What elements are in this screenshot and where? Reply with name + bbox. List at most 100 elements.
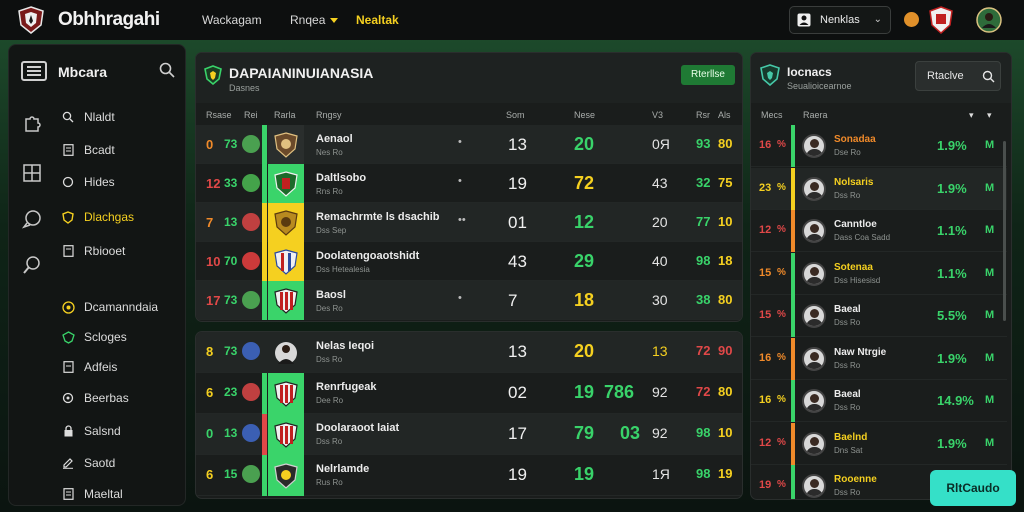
- indicator-dot: ••: [458, 214, 466, 226]
- team-crest-icon[interactable]: [268, 373, 304, 414]
- status-strip: [791, 422, 795, 465]
- search-button[interactable]: Rtaclve: [915, 61, 1001, 91]
- table-row[interactable]: 17 73 Baosl Des Ro • 7 18 30 38 80: [196, 281, 742, 320]
- profile-avatar-icon[interactable]: [976, 6, 1002, 34]
- column-header[interactable]: Rsr: [696, 110, 710, 120]
- team-subtitle: Des Ro: [316, 304, 343, 313]
- sidebar-item-12[interactable]: Maeltal: [61, 484, 123, 504]
- column-header[interactable]: Rsase: [206, 110, 232, 120]
- avatar[interactable]: [802, 219, 826, 243]
- panel-header: Iocnacs Seualioicearnoe Rtaclve: [751, 53, 1011, 103]
- team-crest-icon[interactable]: [268, 414, 304, 455]
- avatar[interactable]: [802, 176, 826, 201]
- sidebar-item-8[interactable]: Adfeis: [61, 357, 117, 377]
- column-header[interactable]: Raera: [803, 110, 828, 120]
- sidebar-item-7[interactable]: Scloges: [61, 327, 127, 347]
- nav-item-3[interactable]: Nealtak: [356, 13, 399, 27]
- team-crest-icon[interactable]: [268, 281, 304, 320]
- team-crest-icon[interactable]: [268, 455, 304, 496]
- team-crest-icon[interactable]: [268, 125, 304, 164]
- avatar[interactable]: [802, 389, 826, 413]
- nav-item-2[interactable]: Rnqea: [290, 13, 339, 27]
- list-item[interactable]: 16% Naw Ntrgie Dss Ro 1.9% M: [751, 337, 1007, 380]
- sidebar-item-10[interactable]: Salsnd: [61, 421, 121, 441]
- team-crest-icon[interactable]: [268, 164, 304, 203]
- list-item[interactable]: 19% Rooenne Dss Ro: [751, 465, 1007, 499]
- column-header[interactable]: Als: [718, 110, 731, 120]
- team-subtitle: Dss Sep: [316, 226, 347, 235]
- sidebar-item-11[interactable]: Saotd: [61, 453, 115, 473]
- puzzle-icon[interactable]: [22, 113, 42, 133]
- sidebar-item-2[interactable]: Bcadt: [61, 140, 115, 160]
- team-crest-icon[interactable]: [268, 203, 304, 242]
- team-crest-icon[interactable]: [268, 242, 304, 281]
- list-item[interactable]: 16% Sonadaa Dse Ro 1.9% M: [751, 125, 1007, 167]
- menu-icon[interactable]: [21, 61, 47, 81]
- sidebar-item-6[interactable]: Dcamanndaia: [61, 297, 158, 317]
- column-header[interactable]: Rarla: [274, 110, 296, 120]
- rank-percent: %: [777, 181, 786, 193]
- avatar[interactable]: [802, 346, 826, 371]
- table-row[interactable]: 6 23 Renrfugeak Dee Ro 02 19 786 92 72 80: [196, 373, 742, 414]
- table-row[interactable]: 0 13 Doolaraoot laiat Dss Ro 17 79 03 92 98 10: [196, 414, 742, 455]
- sidebar-item-1[interactable]: Nlaldt: [61, 107, 115, 127]
- column-header[interactable]: Nese: [574, 110, 596, 120]
- list-item[interactable]: 16% Baeal Dss Ro 14.9% M: [751, 380, 1007, 422]
- indicator-dot: •: [458, 136, 462, 148]
- app-title[interactable]: Obhhragahi: [58, 9, 160, 30]
- circle-icon: [61, 175, 75, 189]
- sort-icon[interactable]: ▾: [987, 110, 992, 120]
- column-header[interactable]: V3: [652, 110, 664, 120]
- table-row[interactable]: 8 73 Nelas Ieqoi Dss Ro 13 20 13 72 90: [196, 332, 742, 373]
- list-item[interactable]: 23% Nolsaris Dss Ro 1.9% M: [751, 167, 1007, 210]
- scrollbar[interactable]: [1003, 141, 1006, 321]
- sidebar-item-5[interactable]: Rbiooet: [61, 241, 125, 261]
- percent-value: 1.9%: [937, 138, 967, 153]
- chat-icon[interactable]: [22, 209, 42, 229]
- rank-number: 6: [206, 467, 214, 482]
- sidebar-item-3[interactable]: Hides: [61, 172, 115, 192]
- filter-button[interactable]: Rterllse: [681, 65, 735, 85]
- stat-value: 02: [508, 383, 527, 402]
- sidebar-item-4[interactable]: Dlachgas: [61, 207, 134, 227]
- column-header[interactable]: Som: [506, 110, 525, 120]
- status-strip: [791, 167, 795, 210]
- coin-icon[interactable]: [904, 12, 919, 27]
- avatar[interactable]: [802, 304, 826, 328]
- table-row[interactable]: 10 70 Doolatengoaotshidt Dss Hetealesia 43 29…: [196, 242, 742, 281]
- search-icon[interactable]: [159, 62, 175, 78]
- list-item[interactable]: 15% Sotenaa Dss Hisesisd 1.1% M: [751, 252, 1007, 295]
- sidebar-item-label: Rbiooet: [84, 244, 126, 258]
- stat-value: 29: [574, 251, 595, 271]
- table-row[interactable]: 0 73 Aenaol Nes Ro • 13 20 0Я 93 80: [196, 125, 742, 164]
- column-header[interactable]: Mecs: [761, 110, 783, 120]
- player-subtitle: Dse Ro: [834, 148, 861, 157]
- avatar[interactable]: [802, 134, 826, 158]
- stat-value: 19: [508, 465, 527, 484]
- table-row[interactable]: 7 13 Remachrmte ls dsachib Dss Sep •• 01 12 20 7…: [196, 203, 742, 242]
- club-badge-icon[interactable]: [928, 6, 954, 34]
- cta-button[interactable]: RltCaudo: [930, 470, 1016, 506]
- sidebar-item-9[interactable]: Beerbas: [61, 388, 129, 408]
- column-header[interactable]: Rngsy: [316, 110, 342, 120]
- avatar[interactable]: [802, 261, 826, 286]
- avatar[interactable]: [802, 474, 826, 498]
- team-name: Daltlsobo: [316, 172, 367, 184]
- list-item[interactable]: 15% Baeal Dss Ro 5.5% M: [751, 295, 1007, 337]
- column-header[interactable]: Rei: [244, 110, 258, 120]
- list-item[interactable]: 12% Baelnd Dns Sat 1.9% M: [751, 422, 1007, 465]
- magnifier-icon[interactable]: [22, 255, 42, 275]
- list-item[interactable]: 12% Canntloe Dass Coa Sadd 1.1% M: [751, 210, 1007, 252]
- stat-value: 72: [574, 173, 595, 193]
- nav-item-1[interactable]: Wackagam: [202, 13, 262, 27]
- account-dropdown[interactable]: Nenklas ⌄: [789, 6, 891, 34]
- team-crest-icon[interactable]: [268, 332, 304, 373]
- table-row[interactable]: 12 33 Daltlsobo Rns Ro • 19 72 43 32 75: [196, 164, 742, 203]
- sort-icon[interactable]: ▾: [969, 110, 974, 120]
- avatar[interactable]: [802, 431, 826, 456]
- nav-item-2-label: Rnqea: [290, 13, 326, 27]
- club-crest-icon[interactable]: [18, 6, 44, 34]
- table-row[interactable]: 6 15 Nelrlamde Rus Ro 19 19 1Я 98 19: [196, 455, 742, 496]
- rank-percent: %: [777, 139, 786, 150]
- grid-icon[interactable]: [22, 163, 42, 183]
